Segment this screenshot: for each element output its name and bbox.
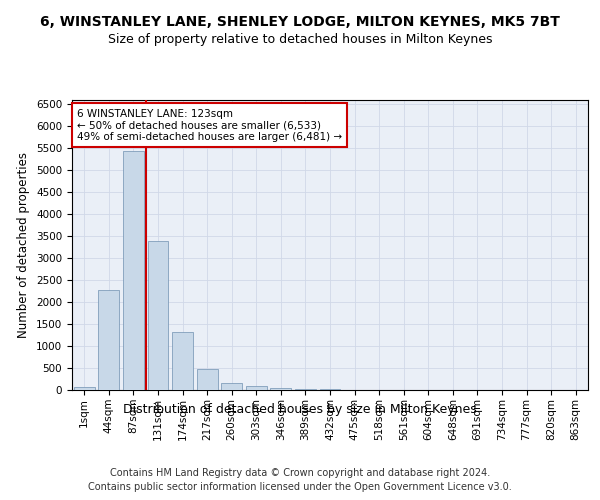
Text: Distribution of detached houses by size in Milton Keynes: Distribution of detached houses by size …: [123, 402, 477, 415]
Text: Contains public sector information licensed under the Open Government Licence v3: Contains public sector information licen…: [88, 482, 512, 492]
Y-axis label: Number of detached properties: Number of detached properties: [17, 152, 31, 338]
Bar: [172, 332, 193, 390]
Bar: [74, 386, 95, 390]
Bar: [295, 388, 316, 390]
Text: 6, WINSTANLEY LANE, SHENLEY LODGE, MILTON KEYNES, MK5 7BT: 6, WINSTANLEY LANE, SHENLEY LODGE, MILTO…: [40, 15, 560, 29]
Text: Size of property relative to detached houses in Milton Keynes: Size of property relative to detached ho…: [108, 32, 492, 46]
Bar: [98, 290, 119, 390]
Bar: [148, 241, 169, 390]
Text: Contains HM Land Registry data © Crown copyright and database right 2024.: Contains HM Land Registry data © Crown c…: [110, 468, 490, 477]
Bar: [197, 368, 218, 390]
Bar: [271, 388, 292, 390]
Bar: [221, 383, 242, 390]
Bar: [246, 386, 267, 390]
Bar: [123, 152, 144, 390]
Text: 6 WINSTANLEY LANE: 123sqm
← 50% of detached houses are smaller (6,533)
49% of se: 6 WINSTANLEY LANE: 123sqm ← 50% of detac…: [77, 108, 342, 142]
